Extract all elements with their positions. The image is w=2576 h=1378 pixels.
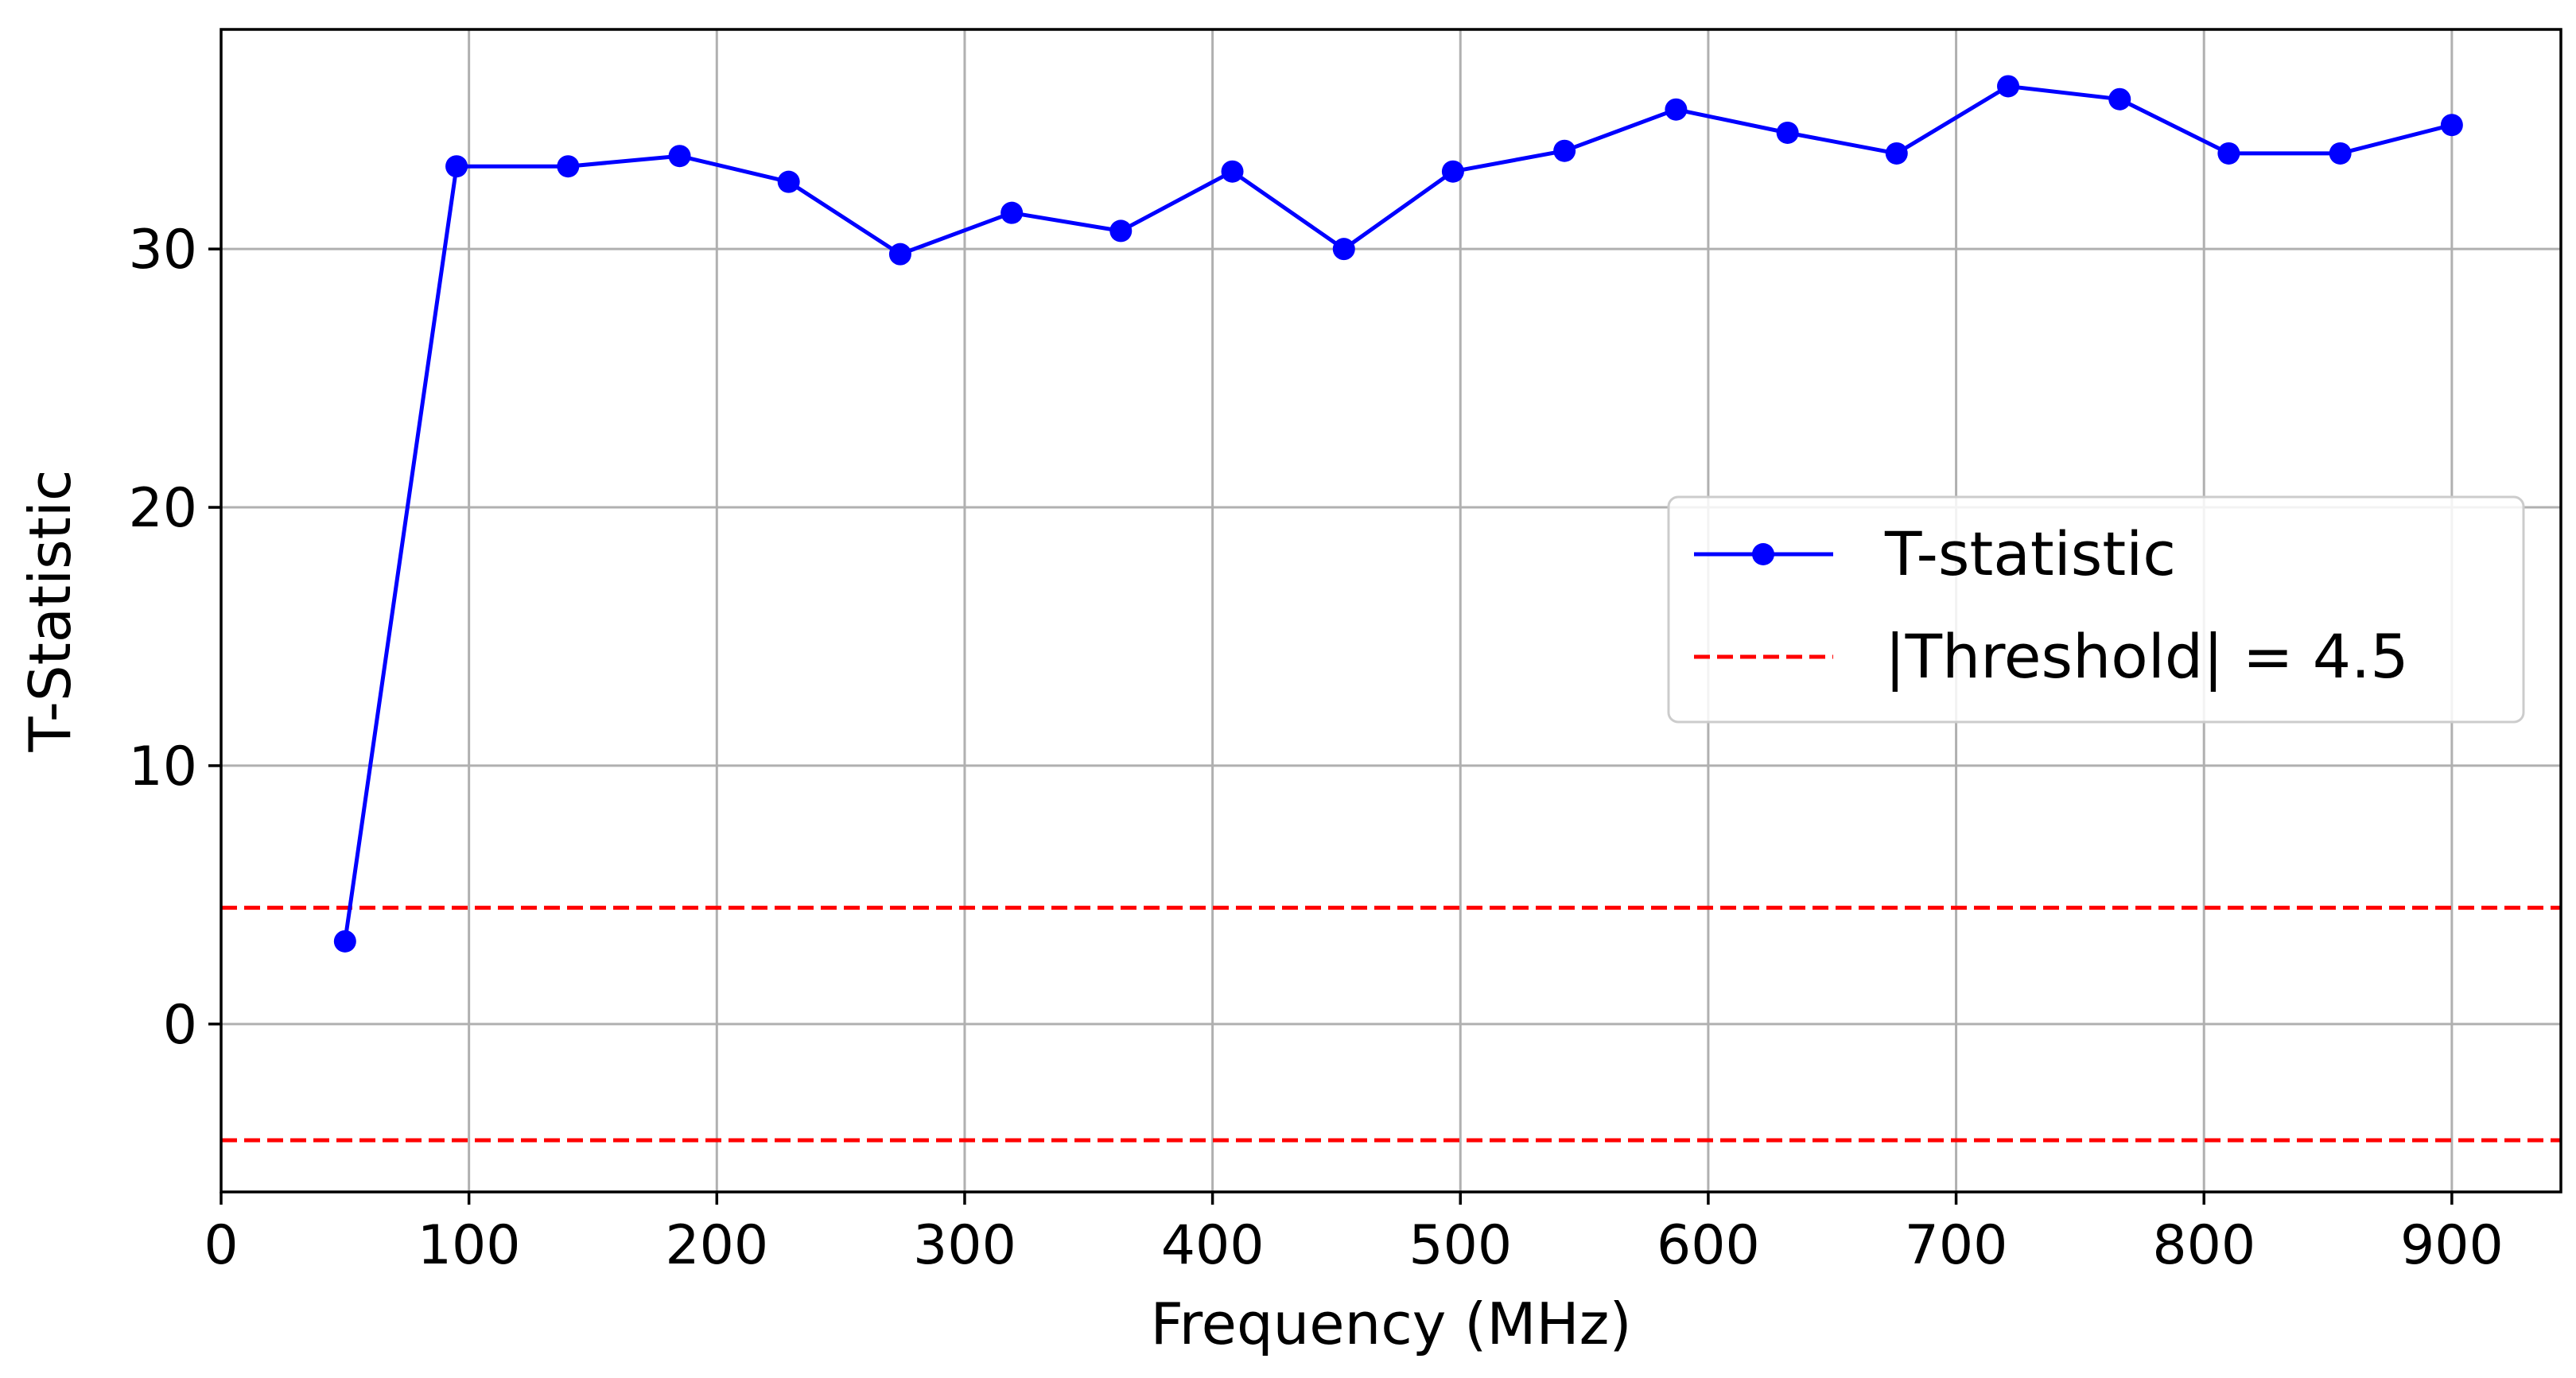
data-point [2329,142,2352,165]
y-axis-title: T-Statistic [17,470,84,753]
data-point [1553,139,1576,162]
ticks: 0 100 200 300 400 500 600 700 800 900 0 10 20 30 [128,219,2503,1277]
data-point [1000,201,1024,224]
x-tick-label: 0 [204,1214,238,1277]
x-tick-label: 500 [1408,1214,1512,1277]
data-point [1997,75,2020,98]
y-tick-label: 30 [128,219,197,281]
x-tick-label: 600 [1657,1214,1760,1277]
data-point [1776,121,1799,144]
legend-box [1667,495,2525,724]
x-axis-title: Frequency (MHz) [1150,1291,1631,1357]
y-tick-label: 10 [128,736,197,798]
data-point [2108,87,2131,111]
legend-threshold-label: |Threshold| = 4.5 [1885,621,2409,693]
legend-series-marker [1752,543,1774,565]
data-point [1109,219,1133,243]
data-point [1332,238,1355,261]
data-point [668,145,691,168]
x-tick-label: 100 [418,1214,521,1277]
legend: T-statistic |Threshold| = 4.5 [1667,495,2525,724]
x-tick-label: 200 [665,1214,768,1277]
data-point [1665,98,1688,121]
data-point [1441,160,1464,183]
x-tick-label: 300 [913,1214,1016,1277]
data-point [2217,142,2240,165]
data-point [1221,160,1244,183]
plot-frame [220,28,2562,1194]
x-tick-label: 900 [2400,1214,2504,1277]
data-point [333,930,356,953]
x-tick-label: 800 [2152,1214,2255,1277]
x-tick-label: 400 [1161,1214,1265,1277]
series [333,75,2463,953]
data-point [445,155,468,178]
data-point [777,170,800,193]
data-point [2440,114,2463,137]
data-point [1885,142,1908,165]
x-tick-label: 700 [1905,1214,2008,1277]
y-tick-label: 20 [128,477,197,540]
y-tick-label: 0 [163,994,197,1057]
data-point [888,243,911,266]
threshold-lines [221,906,2561,1143]
series-line [343,84,2453,942]
legend-series-label: T-statistic [1884,518,2176,589]
data-point [557,155,580,178]
